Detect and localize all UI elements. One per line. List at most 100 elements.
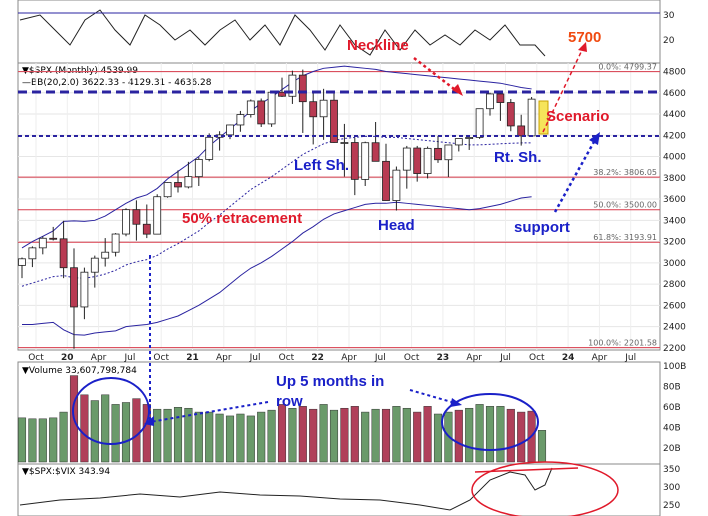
volume-bar	[309, 408, 318, 463]
volume-tick: 40B	[663, 424, 681, 434]
x-axis-label: Oct	[153, 353, 169, 363]
price-tick: 3600	[663, 195, 686, 205]
volume-header-text: Volume 33,607,798,784	[29, 366, 137, 376]
ratio-line	[19, 467, 553, 511]
volume-note-line2: row	[276, 393, 303, 410]
candle-body	[517, 125, 526, 137]
retracement-label: 50% retracement	[182, 210, 302, 227]
left-shoulder-label: Left Sh.	[294, 157, 349, 174]
volume-bar	[59, 411, 68, 463]
candle-body	[278, 91, 286, 97]
right-shoulder-label: Rt. Sh.	[494, 149, 542, 166]
x-axis-label: Jul	[123, 353, 135, 363]
volume-bar	[277, 404, 287, 463]
candle-body	[194, 159, 203, 178]
scenario-label: Scenario	[546, 108, 609, 125]
candle-body	[38, 237, 47, 249]
volume-arrowhead-right	[450, 398, 462, 407]
volume-bar	[288, 407, 297, 463]
volume-arrow-right	[409, 389, 456, 404]
price-header-symbol: $SPX (Monthly)	[29, 66, 98, 76]
support-arrow	[553, 139, 597, 213]
price-tick: 3000	[663, 259, 686, 269]
x-axis-label: 22	[311, 353, 324, 363]
fib-label: 50.0%: 3500.00	[593, 201, 657, 210]
candle-body	[163, 182, 172, 198]
candle-body	[28, 247, 37, 260]
x-axis-label: Apr	[216, 353, 232, 363]
price-tick: 2200	[663, 344, 686, 354]
volume-tick: 60B	[663, 403, 681, 413]
volume-bar	[423, 406, 432, 463]
target-label: 5700	[568, 29, 601, 46]
volume-bar	[257, 411, 266, 463]
price-tick: 3800	[663, 174, 686, 184]
volume-bar	[537, 430, 547, 463]
price-tick: 4600	[663, 89, 686, 99]
volume-bar	[506, 408, 515, 463]
price-header: ▼$SPX (Monthly) 4539.99	[22, 66, 138, 76]
volume-bar	[173, 407, 183, 463]
neckline-label: Neckline	[347, 37, 409, 54]
bb-middle-band	[21, 135, 532, 287]
price-tick: 3400	[663, 216, 686, 226]
candle-body	[465, 137, 474, 139]
candle-body	[111, 233, 120, 253]
x-axis-label: Oct	[529, 353, 545, 363]
price-tick: 3200	[663, 238, 686, 248]
support-arrowhead	[589, 132, 600, 145]
volume-bar	[163, 408, 172, 463]
x-axis-label: Apr	[91, 353, 107, 363]
candle-body	[142, 223, 151, 235]
volume-bar	[90, 400, 99, 463]
candle-body	[330, 99, 338, 143]
vix-line	[19, 9, 546, 57]
volume-bar	[246, 415, 255, 463]
candle-body	[434, 147, 442, 161]
volume-bar	[465, 407, 474, 463]
volume-tick: 80B	[663, 383, 681, 393]
price-tick: 4400	[663, 110, 686, 120]
target-arrow	[542, 47, 584, 133]
volume-bar	[236, 413, 245, 463]
candle-body	[454, 138, 463, 146]
x-axis-label: 21	[186, 353, 199, 363]
volume-bar	[28, 418, 37, 463]
volume-bar	[205, 411, 214, 463]
x-axis-label: Jul	[624, 353, 636, 363]
vix-panel-frame	[17, 0, 661, 64]
fib-label: 38.2%: 3806.05	[593, 168, 657, 177]
candle-body	[153, 196, 162, 235]
candle-body	[423, 147, 432, 174]
volume-bar	[215, 413, 224, 463]
candle-body	[309, 101, 318, 118]
candle-body	[382, 160, 390, 201]
ratio-tick-350: 350	[663, 465, 680, 475]
x-axis-label: 23	[437, 353, 450, 363]
scenario-candle	[538, 100, 549, 135]
volume-bar	[184, 407, 193, 463]
candle-body	[90, 257, 99, 273]
candle-body	[132, 209, 141, 225]
volume-circle-2023	[441, 393, 539, 451]
candle-body	[350, 142, 359, 180]
candle-body	[413, 147, 422, 174]
candle-body	[122, 209, 130, 235]
volume-bar	[267, 409, 276, 463]
candle-body	[205, 136, 214, 160]
volume-tick: 20B	[663, 444, 681, 454]
candle-body	[174, 182, 182, 188]
candle-body	[236, 114, 245, 126]
x-axis-label: Oct	[28, 353, 44, 363]
volume-bar	[49, 417, 58, 463]
support-label: support	[514, 219, 570, 236]
volume-note-line1: Up 5 months in	[276, 373, 384, 390]
candle-body	[496, 93, 505, 103]
price-tick: 2600	[663, 301, 686, 311]
bb-header-label: BB(20,2.0)	[31, 78, 79, 88]
x-axis-label: Apr	[592, 353, 608, 363]
price-tick: 2400	[663, 323, 686, 333]
volume-bar	[225, 415, 235, 463]
neckline-arrowhead	[452, 84, 463, 96]
price-tick: 4000	[663, 153, 686, 163]
